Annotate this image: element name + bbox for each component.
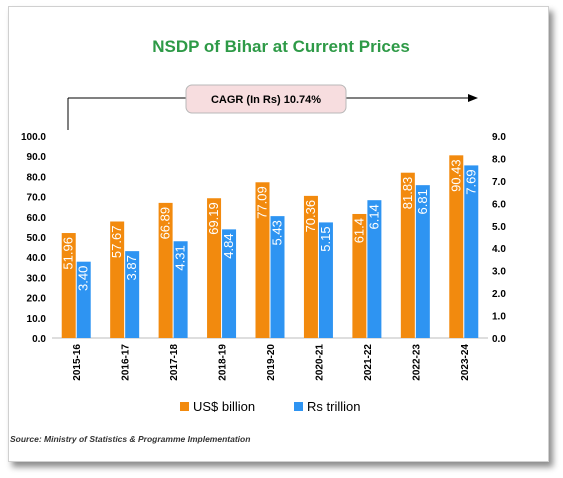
data-label-usd-billion: 57.67 xyxy=(109,226,124,259)
data-label-rs-trillion: 6.14 xyxy=(366,204,381,229)
data-label-rs-trillion: 4.31 xyxy=(173,245,188,270)
cagr-arrow-head xyxy=(468,94,478,102)
bar-usd-billion xyxy=(207,198,222,338)
y-tick-label: 70.0 xyxy=(27,193,47,204)
data-label-rs-trillion: 5.15 xyxy=(318,226,333,251)
x-tick-label: 2018-19 xyxy=(218,344,229,381)
x-tick-label: 2022-23 xyxy=(411,344,422,381)
y-tick-label: 10.0 xyxy=(27,314,47,325)
data-label-rs-trillion: 6.81 xyxy=(415,189,430,214)
y2-tick-label: 7.0 xyxy=(492,177,506,188)
y2-tick-label: 8.0 xyxy=(492,154,506,165)
y-tick-label: 20.0 xyxy=(27,294,47,305)
data-label-usd-billion: 77.09 xyxy=(255,186,270,219)
x-tick-label: 2021-22 xyxy=(363,344,374,381)
bar-usd-billion xyxy=(110,221,125,338)
bar-usd-billion xyxy=(61,233,76,338)
y2-tick-label: 2.0 xyxy=(492,289,506,300)
bar-usd-billion xyxy=(255,182,270,338)
chart-title: NSDP of Bihar at Current Prices xyxy=(152,37,410,56)
y2-tick-label: 5.0 xyxy=(492,222,506,233)
bar-rs-trillion xyxy=(464,165,479,338)
data-label-rs-trillion: 3.87 xyxy=(124,255,139,280)
x-tick-label: 2017-18 xyxy=(169,344,180,381)
y-tick-label: 50.0 xyxy=(27,233,47,244)
y2-tick-label: 0.0 xyxy=(492,334,506,345)
y-tick-label: 40.0 xyxy=(27,253,47,264)
legend-swatch-rs-trillion xyxy=(294,402,303,411)
y-tick-label: 0.0 xyxy=(32,334,46,345)
legend-label-usd-billion: US$ billion xyxy=(193,399,255,414)
data-label-usd-billion: 51.96 xyxy=(61,237,76,270)
data-label-rs-trillion: 5.43 xyxy=(270,220,285,245)
data-label-usd-billion: 69.19 xyxy=(206,202,221,235)
y-tick-label: 30.0 xyxy=(27,273,47,284)
x-tick-label: 2019-20 xyxy=(266,344,277,381)
x-tick-label: 2023-24 xyxy=(460,344,471,381)
y2-tick-label: 9.0 xyxy=(492,132,506,143)
bar-rs-trillion xyxy=(367,200,382,338)
data-label-usd-billion: 90.43 xyxy=(448,159,463,192)
data-label-rs-trillion: 3.40 xyxy=(76,266,91,291)
bar-usd-billion xyxy=(352,213,367,338)
data-label-usd-billion: 66.89 xyxy=(158,207,173,240)
y2-tick-label: 3.0 xyxy=(492,267,506,278)
y-tick-label: 90.0 xyxy=(27,152,47,163)
cagr-box xyxy=(185,84,347,114)
y-tick-label: 80.0 xyxy=(27,172,47,183)
data-label-rs-trillion: 7.69 xyxy=(463,169,478,194)
cagr-annotation: CAGR (In Rs) 10.74% xyxy=(211,94,321,106)
bar-usd-billion xyxy=(449,155,464,338)
y2-tick-label: 6.0 xyxy=(492,199,506,210)
x-tick-label: 2020-21 xyxy=(314,344,325,381)
bar-usd-billion xyxy=(303,195,318,338)
data-label-usd-billion: 81.83 xyxy=(400,177,415,210)
bar-rs-trillion xyxy=(222,229,237,338)
y2-tick-label: 1.0 xyxy=(492,312,506,323)
legend-swatch-usd-billion xyxy=(180,402,189,411)
bar-usd-billion xyxy=(400,172,415,338)
bar-rs-trillion xyxy=(173,241,188,338)
bar-rs-trillion xyxy=(125,251,140,338)
data-label-usd-billion: 61.4 xyxy=(351,218,366,243)
bar-rs-trillion xyxy=(270,216,285,338)
bar-usd-billion xyxy=(158,202,173,338)
bar-rs-trillion xyxy=(318,222,333,338)
x-tick-label: 2016-17 xyxy=(121,344,132,381)
bar-rs-trillion xyxy=(415,185,430,338)
data-label-rs-trillion: 4.84 xyxy=(221,233,236,258)
bar-rs-trillion xyxy=(76,261,91,338)
y-tick-label: 100.0 xyxy=(21,132,46,143)
y-tick-label: 60.0 xyxy=(27,213,47,224)
source-note: Source: Ministry of Statistics & Program… xyxy=(10,434,251,444)
legend-label-rs-trillion: Rs trillion xyxy=(307,399,360,414)
x-tick-label: 2015-16 xyxy=(72,344,83,381)
y2-tick-label: 4.0 xyxy=(492,244,506,255)
data-label-usd-billion: 70.36 xyxy=(303,200,318,233)
